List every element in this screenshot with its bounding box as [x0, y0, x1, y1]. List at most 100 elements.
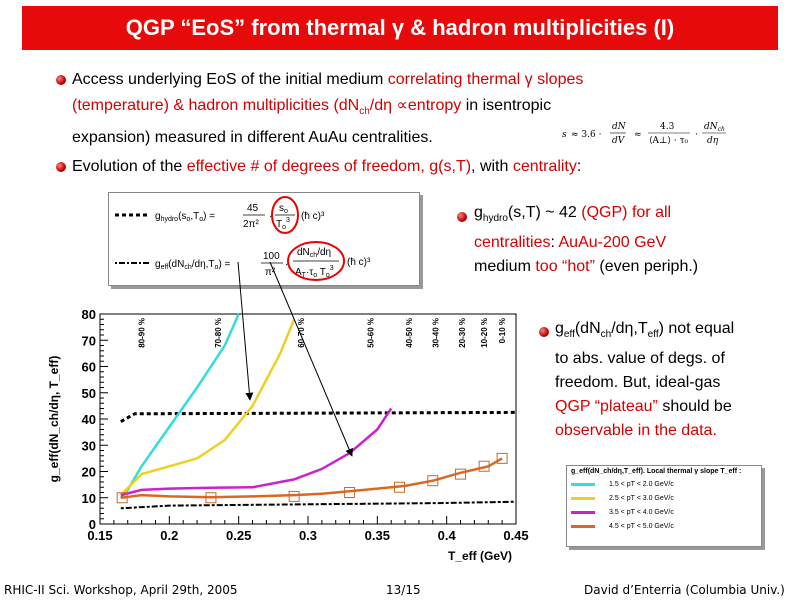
y-axis-title: g_eff(dN_ch/dη, T_eff): [47, 356, 61, 483]
b4-text-b: /dη,T: [611, 320, 648, 337]
b1-red-b: (temperature) & hadron multiplicities (d…: [72, 97, 360, 114]
data-marker: [116, 492, 128, 504]
legend-items: 1.5 < pT < 2.0 GeV/c 2.5 < pT < 3.0 GeV/c…: [567, 477, 761, 533]
svg-text:dNch: dNch: [704, 122, 725, 133]
svg-text:dV: dV: [612, 136, 626, 146]
b2-red-a: effective # of degrees of freedom, g(s,T…: [186, 158, 472, 175]
b3-red-c: AuAu-200 GeV: [558, 234, 667, 252]
b4-text-c: ) not equal: [658, 320, 735, 337]
y-tick-label: 20: [82, 465, 96, 480]
series-line-2: [119, 318, 296, 496]
bullet-1-text: Access underlying EoS of the initial med…: [72, 67, 752, 151]
data-marker: [496, 452, 508, 464]
legend-title: g_eff(dN_ch/dη,T_eff). Local thermal γ s…: [571, 468, 742, 475]
data-marker: [344, 487, 356, 498]
y-tick-label: 80: [82, 307, 96, 322]
b2-text-c: :: [576, 158, 582, 175]
plot-frame-box: [99, 313, 517, 525]
formula-inset: ghydro(so,To) = 45 2π² · so To3 (ħ c)³ g…: [108, 192, 420, 286]
svg-text:45: 45: [247, 203, 259, 214]
bullet-3-text: ghydro(s,T) ~ 42 (QGP) for all centralit…: [474, 201, 794, 279]
b1-text-a: Access underlying EoS of the initial med…: [72, 71, 388, 88]
b2-text-b: , with: [471, 158, 513, 175]
b4-line-3: freedom. But, ideal-gas: [555, 374, 721, 392]
centrality-label: 70-80 %: [214, 318, 223, 348]
plot-legend: g_eff(dN_ch/dη,T_eff). Local thermal γ s…: [566, 465, 762, 547]
b2-text-a: Evolution of the: [72, 158, 187, 175]
low-line: [120, 500, 517, 510]
b3-text-d: (even periph.): [594, 258, 699, 276]
b4-red-b: observable in the data.: [555, 422, 717, 440]
legend-label: 4.5 < pT < 5.0 GeV/c: [609, 522, 674, 530]
svg-text:dη: dη: [707, 136, 719, 146]
legend-swatch: [571, 482, 595, 486]
svg-text:dN: dN: [612, 122, 627, 132]
bullet-4-marker: [539, 327, 549, 337]
b3-gsub: hydro: [482, 213, 508, 225]
centrality-label: 10-20 %: [480, 318, 489, 348]
data-marker: [288, 490, 300, 502]
svg-text:·: ·: [269, 211, 272, 222]
b4-text-d: should be: [657, 398, 732, 416]
x-tick-label: 0.4: [438, 528, 457, 543]
data-marker: [205, 492, 217, 504]
b3-red-b: centralities: [474, 234, 551, 252]
svg-text:so: so: [279, 203, 288, 215]
centrality-label: 0-10 %: [498, 318, 507, 343]
y-tick-label: 70: [82, 333, 96, 348]
bullet-4-text: geff(dNch/dη,Teff) not equal to abs. val…: [555, 317, 795, 443]
svg-text:dNch/dη: dNch/dη: [297, 247, 331, 259]
legend-swatch: [571, 510, 595, 514]
slide-title: QGP “EoS” from thermal γ & hadron multip…: [125, 15, 675, 40]
svg-text:s: s: [562, 130, 567, 140]
x-tick-label: 0.15: [87, 528, 112, 543]
bullet-1-marker: [56, 75, 66, 85]
y-tick-label: 50: [82, 386, 96, 401]
footer-left: RHIC-II Sci. Workshop, April 29th, 2005: [4, 583, 238, 597]
bullet-3-marker: [457, 212, 467, 222]
svg-text:(ħ c)³: (ħ c)³: [347, 257, 371, 268]
centrality-label: 50-60 %: [366, 318, 375, 348]
b3-g: g: [474, 204, 483, 221]
x-tick-label: 0.35: [365, 528, 390, 543]
footer-right: David d’Enterria (Columbia Univ.): [584, 583, 785, 597]
b4-gsub: eff: [563, 329, 575, 341]
svg-text:≈ 3.6 ·: ≈ 3.6 ·: [571, 130, 602, 140]
data-marker: [394, 481, 406, 493]
y-tick-label: 60: [82, 360, 96, 375]
title-bar: QGP “EoS” from thermal γ & hadron multip…: [22, 6, 778, 50]
legend-item: 4.5 < pT < 5.0 GeV/c: [567, 519, 761, 533]
data-marker: [427, 475, 439, 487]
centrality-label: 60-70 %: [297, 318, 306, 348]
x-tick-label: 0.45: [503, 528, 528, 543]
y-tick-label: 30: [82, 438, 96, 453]
svg-text:⟨A⊥⟩ · τ₀: ⟨A⊥⟩ · τ₀: [649, 136, 689, 146]
data-marker: [455, 468, 467, 480]
svg-text:To3: To3: [276, 217, 290, 231]
legend-label: 1.5 < pT < 2.0 GeV/c: [609, 480, 674, 488]
b4-line-2: to abs. value of degs. of: [555, 350, 725, 368]
footer-center: 13/15: [386, 583, 421, 597]
svg-text:2π²: 2π²: [243, 219, 259, 230]
svg-text:4.3: 4.3: [660, 122, 675, 132]
y-tick-label: 10: [82, 491, 96, 506]
b4-sub2: eff: [647, 329, 659, 341]
x-tick-label: 0.25: [226, 528, 251, 543]
b4-g: g: [555, 320, 564, 337]
legend-item: 3.5 < pT < 4.0 GeV/c: [567, 505, 761, 519]
b3-text-c: medium: [474, 258, 536, 276]
svg-text:(ħ c)³: (ħ c)³: [301, 211, 325, 222]
svg-text:geff(dNch/dη,To) =: geff(dNch/dη,To) =: [155, 259, 231, 271]
entropy-formula: s ≈ 3.6 · dN dV ≈ 4.3 ⟨A⊥⟩ · τ₀ · dNch d…: [562, 122, 726, 146]
b3-red-d: too “hot”: [535, 258, 595, 276]
b3-red-a: (QGP) for all: [581, 204, 672, 221]
centrality-label: 40-50 %: [405, 318, 414, 348]
centrality-label: 20-30 %: [458, 318, 467, 348]
centrality-label: 80-90 %: [138, 318, 147, 348]
centrality-label: 30-40 %: [432, 318, 441, 348]
legend-item: 1.5 < pT < 2.0 GeV/c: [567, 477, 761, 491]
bullet-2-text: Evolution of the effective # of degrees …: [72, 154, 772, 180]
x-tick-label: 0.2: [160, 528, 178, 543]
b1-red-c: /dη ∝entropy: [369, 97, 462, 114]
b4-sub1: ch: [600, 329, 612, 341]
